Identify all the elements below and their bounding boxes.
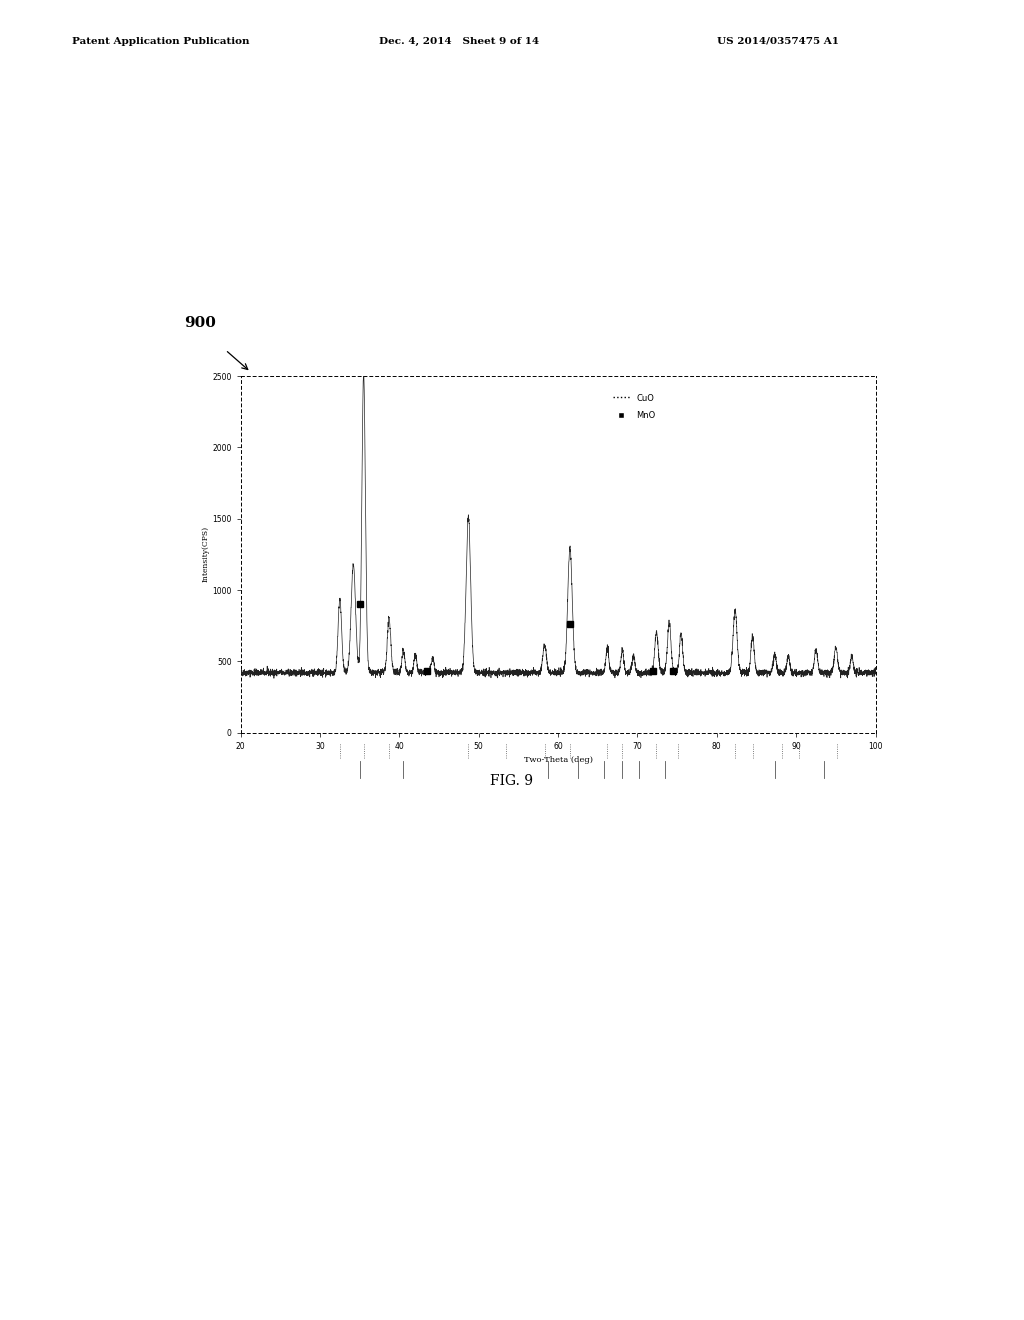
Y-axis label: Intensity(CPS): Intensity(CPS) — [202, 527, 210, 582]
Text: US 2014/0357475 A1: US 2014/0357475 A1 — [717, 37, 839, 46]
Text: Patent Application Publication: Patent Application Publication — [72, 37, 249, 46]
Legend: CuO, MnO: CuO, MnO — [610, 391, 658, 422]
Text: FIG. 9: FIG. 9 — [490, 775, 534, 788]
Text: 900: 900 — [184, 315, 216, 330]
X-axis label: Two-Theta (deg): Two-Theta (deg) — [523, 756, 593, 764]
Text: Dec. 4, 2014   Sheet 9 of 14: Dec. 4, 2014 Sheet 9 of 14 — [379, 37, 539, 46]
